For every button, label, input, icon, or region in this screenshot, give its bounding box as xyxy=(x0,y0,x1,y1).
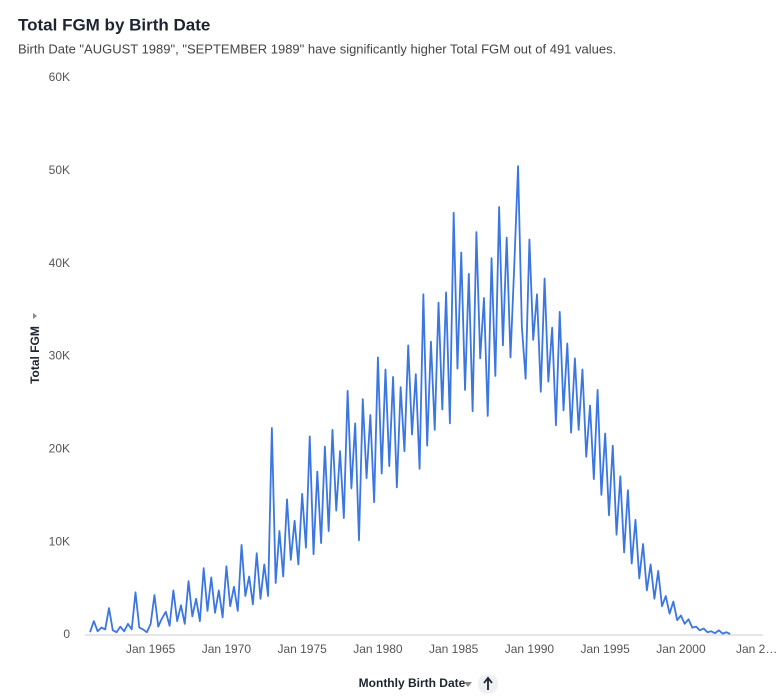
y-axis-title-group[interactable]: Total FGM xyxy=(28,313,42,384)
chart-title: Total FGM by Birth Date xyxy=(18,15,210,34)
x-tick-label: Jan 1995 xyxy=(580,642,630,656)
x-tick-label: Jan 1990 xyxy=(505,642,555,656)
y-tick-label: 10K xyxy=(49,534,70,548)
chart-subtitle: Birth Date "AUGUST 1989", "SEPTEMBER 198… xyxy=(18,41,616,56)
x-tick-label: Jan 1985 xyxy=(429,642,479,656)
x-tick-label: Jan 2… xyxy=(736,642,777,656)
data-line xyxy=(89,165,731,635)
x-tick-label: Jan 1965 xyxy=(126,642,176,656)
y-tick-label: 40K xyxy=(49,256,70,270)
x-axis-title[interactable]: Monthly Birth Date xyxy=(359,676,466,690)
x-tick-label: Jan 2000 xyxy=(656,642,706,656)
y-tick-label: 60K xyxy=(49,70,70,84)
dropdown-caret[interactable] xyxy=(464,682,472,687)
y-tick-label: 30K xyxy=(49,349,70,363)
y-tick-label: 0 xyxy=(63,627,70,641)
x-tick-label: Jan 1975 xyxy=(277,642,327,656)
y-tick-label: 20K xyxy=(49,442,70,456)
y-tick-label: 50K xyxy=(49,163,70,177)
y-axis-title[interactable]: Total FGM xyxy=(28,326,42,384)
x-tick-label: Jan 1970 xyxy=(202,642,252,656)
x-tick-label: Jan 1980 xyxy=(353,642,403,656)
dropdown-caret[interactable] xyxy=(33,313,37,319)
sort-arrow[interactable] xyxy=(483,676,493,690)
